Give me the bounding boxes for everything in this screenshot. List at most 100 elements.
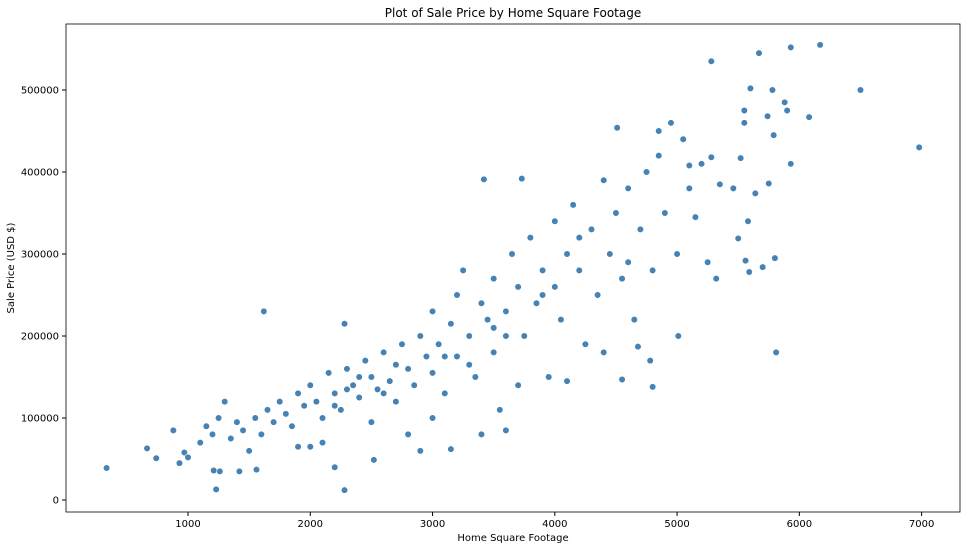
point xyxy=(787,160,795,168)
point xyxy=(518,174,526,183)
point xyxy=(606,250,614,258)
point xyxy=(428,369,437,377)
point xyxy=(734,234,742,243)
point xyxy=(740,119,748,127)
point xyxy=(208,430,217,439)
point xyxy=(270,418,278,426)
point xyxy=(502,426,510,434)
x-tick-label: 5000 xyxy=(664,519,689,530)
point xyxy=(410,381,418,389)
x-axis-label: Home Square Footage xyxy=(457,533,568,544)
point xyxy=(227,434,235,443)
point xyxy=(697,160,706,168)
point xyxy=(416,447,424,455)
point xyxy=(707,153,715,161)
point xyxy=(490,324,498,332)
point xyxy=(235,467,243,475)
point xyxy=(331,402,339,410)
point xyxy=(538,266,547,275)
point xyxy=(404,430,412,439)
point xyxy=(502,307,510,316)
point xyxy=(772,348,780,357)
point xyxy=(343,365,351,373)
y-tick-label: 500000 xyxy=(21,86,59,97)
point xyxy=(744,217,752,225)
y-tick-label: 100000 xyxy=(21,414,59,425)
point xyxy=(704,258,712,266)
point xyxy=(600,348,608,357)
point xyxy=(514,283,522,291)
point xyxy=(746,84,755,92)
point xyxy=(152,454,160,462)
point xyxy=(175,459,184,467)
point xyxy=(502,332,510,340)
point xyxy=(490,348,498,357)
point xyxy=(386,377,394,385)
point xyxy=(380,348,388,357)
point xyxy=(428,414,437,422)
point xyxy=(169,426,177,434)
point xyxy=(716,180,724,188)
point xyxy=(210,466,218,475)
point xyxy=(674,332,682,340)
point xyxy=(312,398,320,406)
y-tick-label: 400000 xyxy=(21,168,59,179)
point xyxy=(587,225,596,234)
point xyxy=(294,389,302,398)
x-tick-label: 2000 xyxy=(298,519,323,530)
point xyxy=(337,406,345,414)
point xyxy=(618,375,626,384)
point xyxy=(765,179,773,188)
point xyxy=(712,275,720,283)
x-tick-label: 6000 xyxy=(787,519,812,530)
point xyxy=(370,456,378,464)
point xyxy=(740,106,748,115)
point xyxy=(741,256,750,265)
point xyxy=(770,131,778,139)
point xyxy=(816,41,824,49)
point xyxy=(276,398,284,406)
point xyxy=(636,225,644,234)
point xyxy=(257,430,265,439)
point xyxy=(483,316,492,324)
point xyxy=(212,485,220,493)
point xyxy=(263,406,272,414)
x-tick-label: 1000 xyxy=(175,519,200,530)
point xyxy=(594,291,602,299)
point xyxy=(551,283,559,291)
point xyxy=(239,426,247,434)
point xyxy=(532,299,541,307)
point xyxy=(729,184,737,193)
point xyxy=(441,352,449,361)
point xyxy=(325,369,333,377)
point xyxy=(349,381,357,389)
point xyxy=(260,307,268,316)
point xyxy=(563,377,571,385)
point xyxy=(545,373,553,381)
point xyxy=(251,414,259,422)
point xyxy=(282,410,290,418)
point xyxy=(520,332,528,340)
point xyxy=(465,332,473,340)
point xyxy=(233,418,241,426)
point xyxy=(655,152,663,160)
point xyxy=(655,127,663,135)
point xyxy=(102,464,111,472)
point xyxy=(214,414,223,422)
point xyxy=(563,250,571,258)
point xyxy=(453,352,461,361)
point xyxy=(422,352,431,361)
point xyxy=(318,414,327,422)
point xyxy=(416,332,424,340)
point xyxy=(768,86,777,94)
point xyxy=(496,406,504,414)
point xyxy=(180,448,188,457)
point xyxy=(480,175,488,183)
point xyxy=(551,217,559,225)
point xyxy=(465,361,473,369)
point xyxy=(300,402,308,410)
point xyxy=(221,398,229,406)
point xyxy=(453,291,461,299)
point xyxy=(691,213,700,221)
point xyxy=(634,343,642,351)
